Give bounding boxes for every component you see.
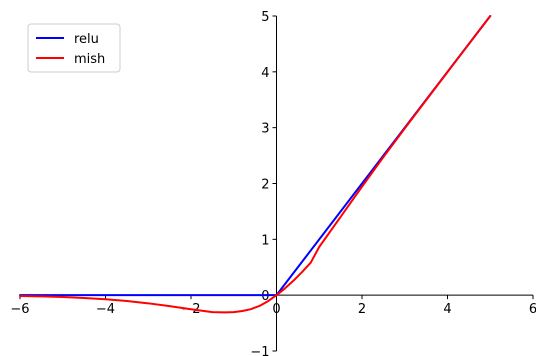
- y-tick-label: −1: [250, 345, 269, 356]
- y-tick-label: 5: [261, 10, 269, 25]
- plot-series: [19, 15, 492, 314]
- x-tick-label: 2: [358, 302, 366, 317]
- y-tick-label: 3: [261, 122, 269, 137]
- y-tick-label: 0: [261, 289, 269, 304]
- legend-label-mish: mish: [74, 52, 105, 67]
- y-tick-label: 1: [261, 233, 269, 248]
- y-tick-label: 4: [261, 66, 269, 81]
- x-tick-label: 0: [272, 302, 280, 317]
- x-tick-label: −6: [10, 302, 29, 317]
- x-tick-label: 6: [529, 302, 536, 317]
- series-line-mish: [19, 15, 492, 314]
- y-tick-label: 2: [261, 178, 269, 193]
- legend-label-relu: relu: [74, 32, 99, 47]
- x-tick-label: −4: [96, 302, 115, 317]
- legend: relu mish: [27, 23, 121, 73]
- x-tick-label: 4: [443, 302, 451, 317]
- legend-box: [27, 23, 121, 73]
